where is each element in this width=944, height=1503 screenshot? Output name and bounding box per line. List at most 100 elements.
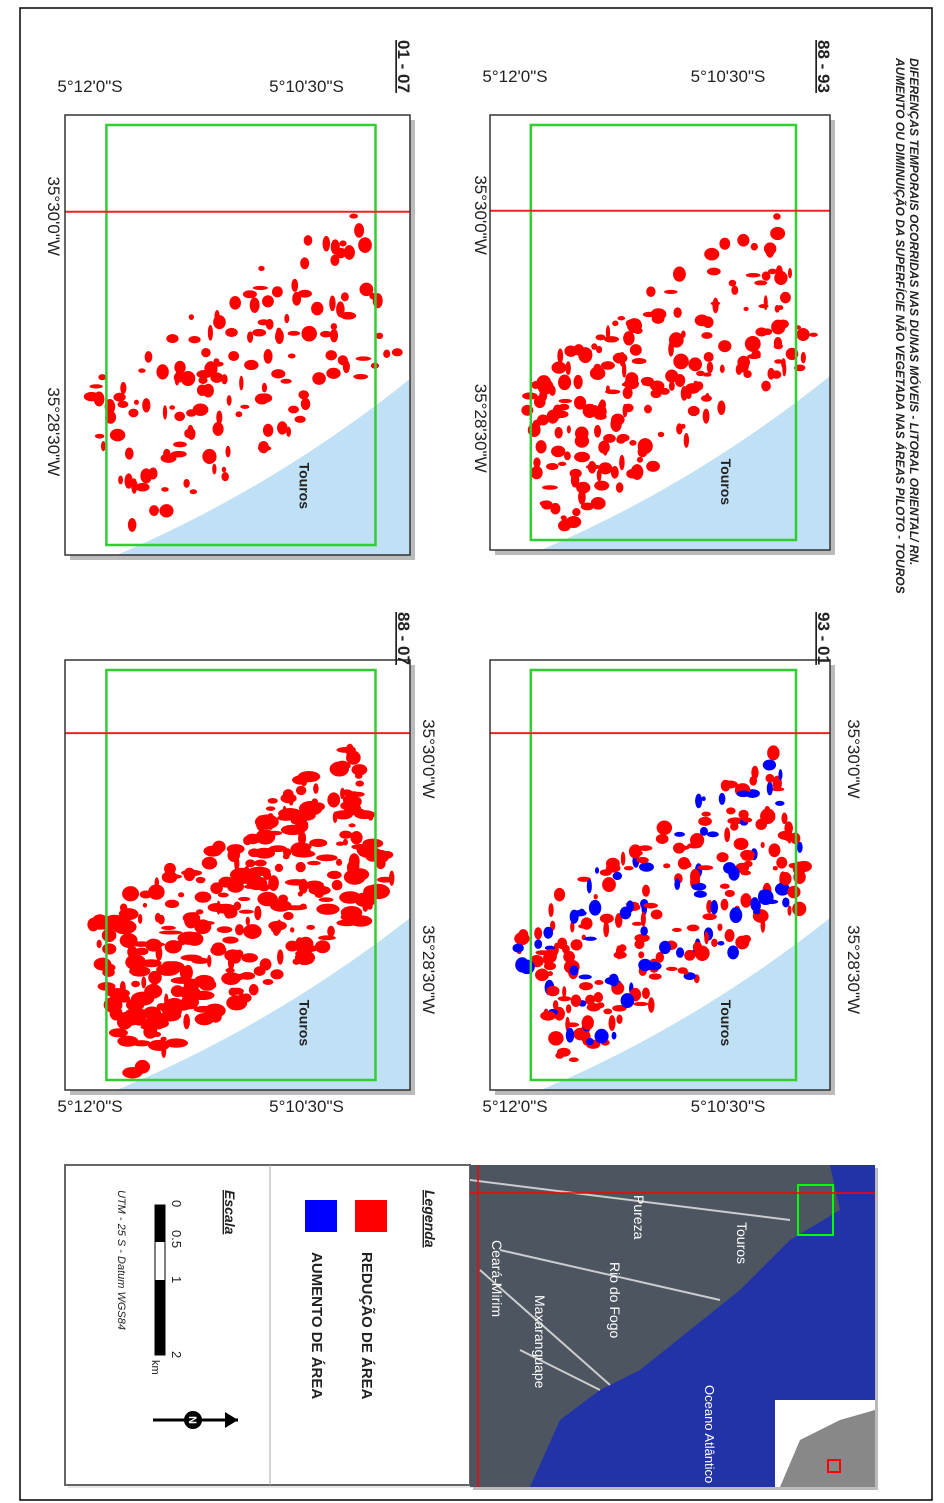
change-patch (239, 910, 254, 914)
change-patch (720, 884, 730, 889)
change-patch (721, 899, 729, 911)
change-patch (300, 257, 309, 269)
change-patch (695, 794, 702, 809)
place-label: Touros (297, 463, 313, 510)
change-patch (717, 923, 722, 930)
change-patch (208, 325, 213, 341)
change-patch (598, 441, 609, 454)
inset-label: Rio do Fogo (607, 1262, 623, 1338)
place-label: Touros (718, 1000, 734, 1047)
change-patch (674, 878, 680, 890)
change-patch (166, 334, 178, 343)
change-patch (239, 376, 243, 391)
change-patch (703, 409, 710, 424)
change-patch (348, 823, 355, 827)
change-patch (740, 893, 751, 908)
change-patch (335, 762, 351, 770)
change-patch (298, 290, 312, 298)
change-patch (578, 909, 585, 916)
change-patch (118, 476, 123, 485)
change-patch (735, 936, 749, 950)
change-patch (551, 446, 565, 458)
change-patch (186, 409, 197, 416)
change-patch (765, 774, 774, 783)
change-patch (730, 822, 738, 831)
change-patch (164, 994, 168, 1007)
lat-label: 5°12'0"S (57, 77, 122, 96)
change-patch (651, 308, 667, 320)
change-patch (720, 365, 725, 373)
change-patch (329, 296, 335, 312)
change-patch (240, 405, 249, 409)
change-patch (665, 370, 678, 383)
change-patch (300, 956, 304, 965)
change-patch (704, 352, 714, 362)
change-patch (619, 455, 625, 470)
change-patch (703, 373, 712, 377)
change-patch (212, 464, 216, 475)
change-patch (127, 946, 137, 959)
change-patch (295, 945, 319, 952)
change-patch (184, 868, 196, 882)
change-patch (595, 1029, 609, 1044)
change-patch (758, 304, 768, 308)
legend-label: REDUÇÃO DE ÁREA (358, 1252, 376, 1400)
change-patch (383, 350, 390, 358)
change-patch (266, 806, 275, 811)
change-patch (616, 436, 625, 444)
change-patch (704, 248, 719, 261)
change-patch (583, 404, 597, 418)
change-patch (355, 781, 364, 787)
change-patch (702, 913, 716, 920)
change-patch (717, 400, 725, 415)
change-patch (358, 237, 372, 253)
change-patch (782, 897, 789, 907)
change-patch (281, 793, 297, 803)
change-patch (557, 348, 563, 363)
change-patch (566, 516, 581, 528)
change-patch (594, 980, 603, 985)
change-patch (582, 1015, 594, 1030)
change-patch (673, 267, 686, 282)
place-label: Touros (297, 1000, 313, 1047)
change-patch (210, 945, 226, 956)
change-patch (623, 404, 634, 413)
change-patch (536, 440, 547, 453)
panel-label: 01 - 07 (394, 40, 413, 93)
change-patch (579, 975, 592, 980)
lon-label: 35°28'30"W (844, 925, 863, 1014)
change-patch (340, 788, 345, 800)
change-patch (743, 370, 751, 378)
change-patch (110, 429, 125, 442)
change-patch (745, 336, 761, 352)
inset-label: Pureza (631, 1195, 647, 1240)
change-patch (315, 892, 324, 898)
change-patch (601, 361, 615, 370)
change-patch (283, 854, 290, 859)
change-patch (216, 410, 222, 424)
change-patch (201, 348, 210, 357)
change-patch (270, 969, 283, 979)
change-patch (773, 866, 778, 870)
change-patch (300, 904, 307, 908)
change-patch (157, 1003, 166, 1010)
change-patch (557, 893, 564, 898)
change-patch (792, 902, 806, 916)
change-patch (284, 314, 289, 323)
change-patch (156, 364, 168, 379)
change-patch (780, 872, 792, 885)
change-patch (319, 897, 334, 902)
change-patch (288, 354, 296, 359)
change-patch (277, 421, 287, 434)
change-patch (102, 943, 116, 954)
lon-label: 35°30'0"W (844, 719, 863, 798)
change-patch (235, 950, 244, 958)
change-patch (336, 859, 342, 866)
change-patch (356, 356, 372, 360)
change-patch (548, 1031, 563, 1045)
change-patch (780, 292, 791, 304)
change-patch (613, 872, 622, 880)
change-patch (602, 877, 616, 892)
change-patch (327, 792, 340, 807)
change-patch (690, 869, 700, 884)
